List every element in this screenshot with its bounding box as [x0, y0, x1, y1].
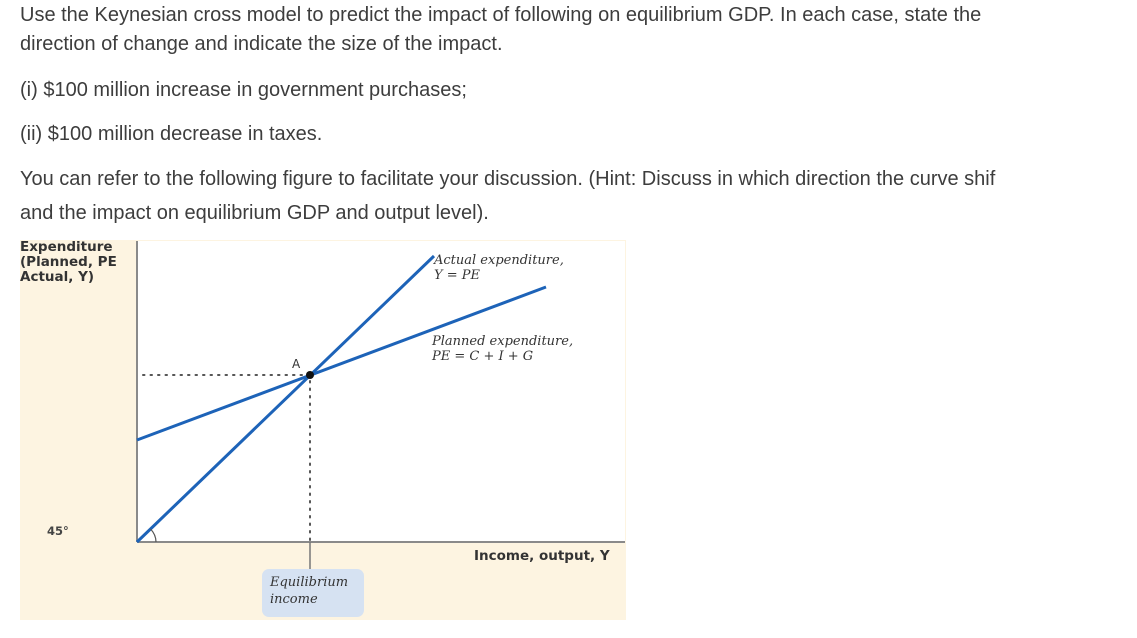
- equilibrium-point-a: [306, 371, 314, 379]
- question-line-2: direction of change and indicate the siz…: [20, 33, 503, 55]
- keynesian-cross-figure: Expenditure (Planned, PE Actual, Y) A 45…: [20, 240, 626, 620]
- plot-area: [137, 241, 625, 542]
- point-a-label: A: [292, 357, 301, 371]
- question-line-1: Use the Keynesian cross model to predict…: [20, 4, 982, 26]
- equilibrium-income-box: Equilibrium income: [262, 569, 364, 617]
- equilibrium-income-label-line-2: income: [270, 592, 318, 607]
- planned-expenditure-label-line-2: PE = C + I + G: [432, 349, 534, 364]
- question-item-ii: (ii) $100 million decrease in taxes.: [20, 123, 323, 145]
- actual-expenditure-label-line-2: Y = PE: [434, 268, 480, 283]
- hint-line-1: You can refer to the following figure to…: [20, 168, 996, 190]
- actual-expenditure-line: [135, 254, 436, 544]
- angle-arc: [150, 528, 157, 543]
- planned-expenditure-label-line-1: Planned expenditure,: [432, 334, 574, 349]
- planned-expenditure-line: [136, 285, 547, 442]
- planned-expenditure-label: Planned expenditure, PE = C + I + G: [432, 334, 573, 364]
- actual-expenditure-label-line-1: Actual expenditure,: [434, 253, 564, 268]
- actual-expenditure-label: Actual expenditure, Y = PE: [434, 253, 564, 283]
- hint-line-2: and the impact on equilibrium GDP and ou…: [20, 202, 489, 224]
- keynesian-cross-chart: [135, 241, 625, 570]
- equilibrium-income-label-line-1: Equilibrium: [270, 575, 349, 590]
- question-item-i: (i) $100 million increase in government …: [20, 79, 467, 101]
- x-axis-label: Income, output, Y: [474, 548, 610, 564]
- angle-label: 45°: [47, 524, 69, 538]
- y-axis-label: Expenditure (Planned, PE Actual, Y): [20, 239, 117, 285]
- equilibrium-income-label: Equilibrium income: [270, 574, 348, 608]
